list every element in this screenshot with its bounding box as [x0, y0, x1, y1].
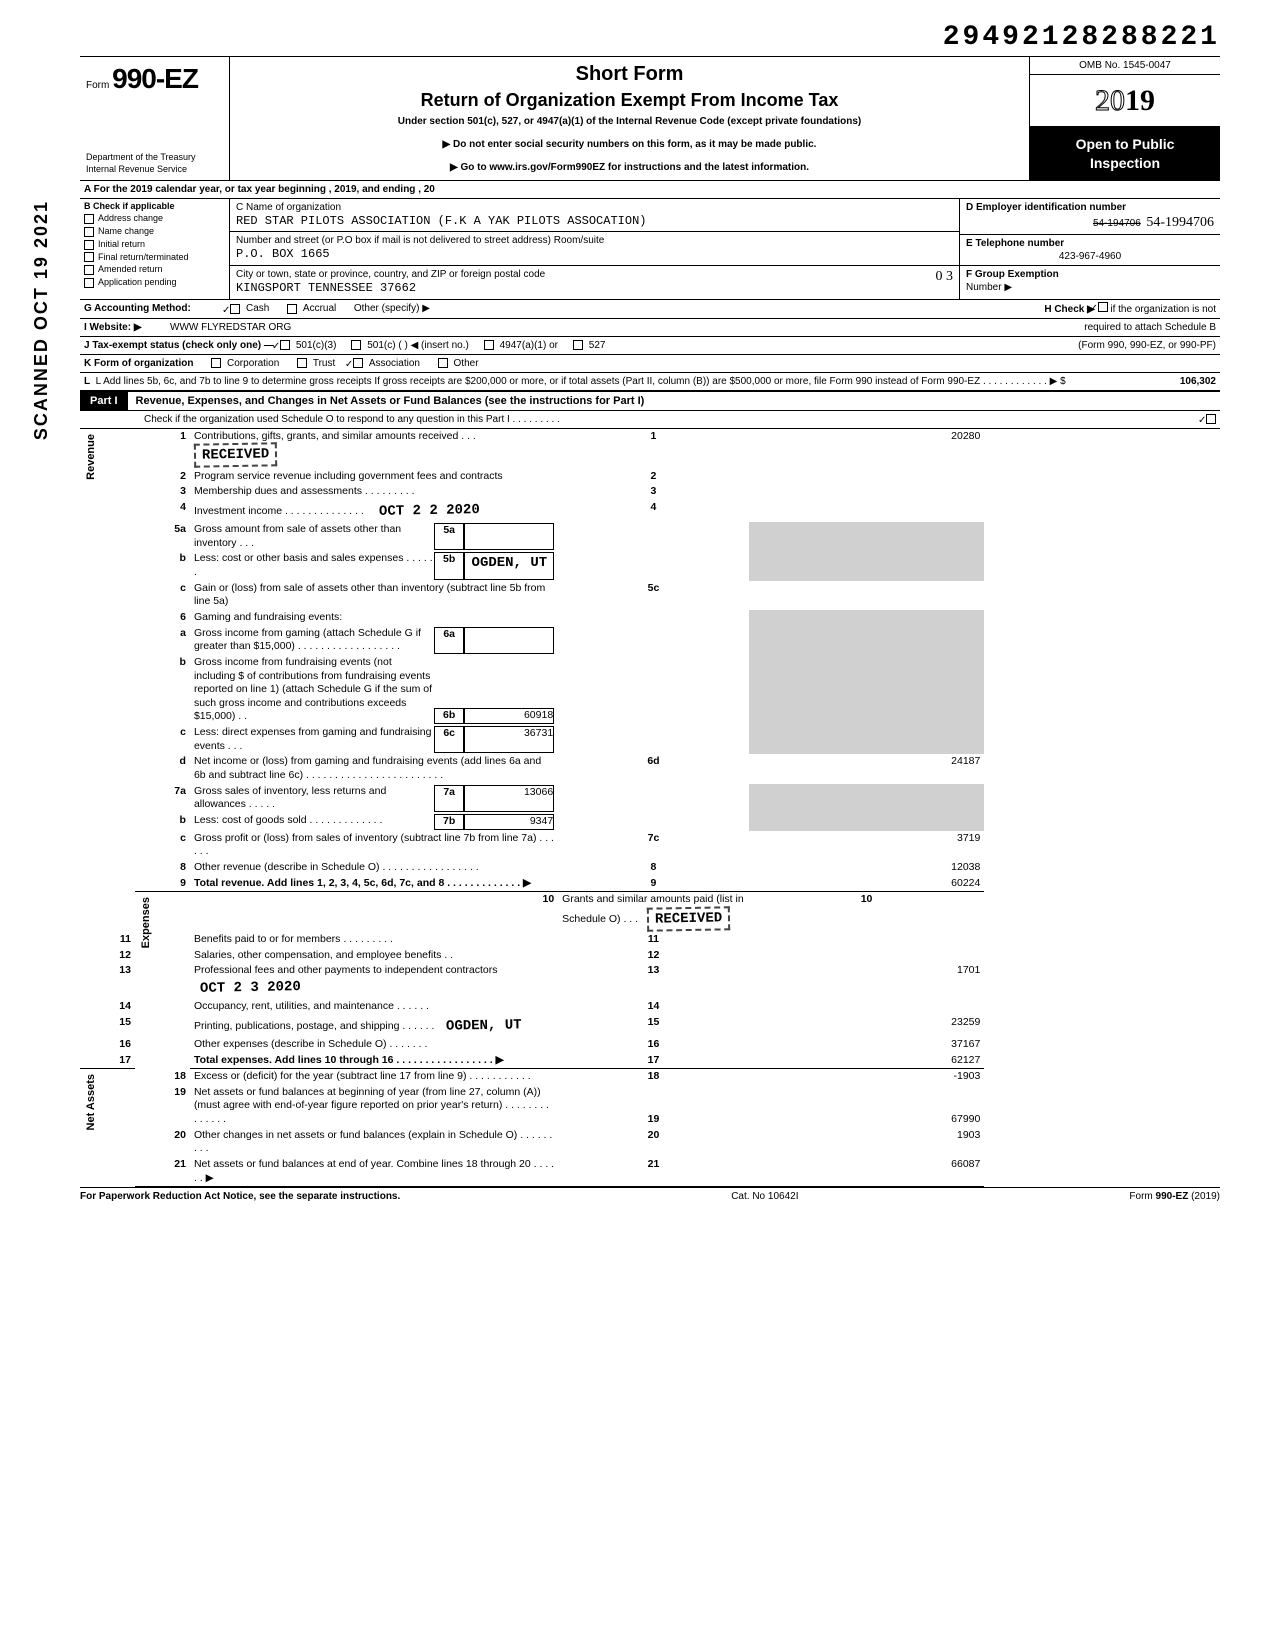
- goto-url: ▶ Go to www.irs.gov/Form990EZ for instru…: [238, 161, 1021, 174]
- revenue-label: Revenue: [84, 430, 98, 484]
- chk-other-org[interactable]: [438, 358, 448, 368]
- chk-corp[interactable]: [211, 358, 221, 368]
- chk-name-change[interactable]: [84, 227, 94, 237]
- chk-assoc[interactable]: [353, 358, 363, 368]
- section-b-checkboxes: B Check if applicable Address change Nam…: [80, 199, 230, 299]
- chk-app-pending[interactable]: [84, 278, 94, 288]
- date-stamp-1: OCT 2 2 2020: [372, 500, 485, 522]
- part1-table: Revenue 1 Contributions, gifts, grants, …: [80, 429, 1220, 1187]
- part1-header: Part I Revenue, Expenses, and Changes in…: [80, 391, 1220, 411]
- org-city: KINGSPORT TENNESSEE 37662: [236, 281, 416, 295]
- org-address: P.O. BOX 1665: [236, 247, 330, 261]
- c-city: City or town, state or province, country…: [230, 266, 959, 299]
- chk-527[interactable]: [573, 340, 583, 350]
- chk-accrual[interactable]: [287, 304, 297, 314]
- expenses-label: Expenses: [139, 893, 153, 952]
- chk-initial-return[interactable]: [84, 240, 94, 250]
- received-stamp-2: RECEIVED: [647, 906, 731, 932]
- form-number: Form 990-EZ: [86, 61, 223, 97]
- top-document-id: 29492128288221: [80, 20, 1220, 56]
- date-stamp-2: OCT 2 3 2020: [194, 977, 307, 999]
- subtitle: Under section 501(c), 527, or 4947(a)(1)…: [238, 115, 1021, 128]
- warning-ssn: ▶ Do not enter social security numbers o…: [238, 138, 1021, 151]
- chk-trust[interactable]: [297, 358, 307, 368]
- form-header: Form 990-EZ Department of the TreasuryIn…: [80, 56, 1220, 180]
- c-street: Number and street (or P.O box if mail is…: [230, 232, 959, 266]
- row-g-accounting: G Accounting Method: Cash Accrual Other …: [80, 300, 1220, 319]
- f-group-exemption: F Group Exemption Number ▶: [960, 266, 1220, 296]
- e-phone: E Telephone number 423-967-4960: [960, 235, 1220, 266]
- chk-amended[interactable]: [84, 265, 94, 275]
- scanned-stamp: SCANNED OCT 19 2021: [30, 200, 53, 440]
- row-a-calendar-year: A For the 2019 calendar year, or tax yea…: [80, 181, 1220, 199]
- received-stamp-1: RECEIVED: [194, 443, 278, 469]
- org-name: RED STAR PILOTS ASSOCIATION (F.K A YAK P…: [236, 214, 646, 228]
- tax-year: 2019: [1030, 75, 1220, 127]
- part1-schedule-o-check: Check if the organization used Schedule …: [80, 411, 1220, 429]
- title-return: Return of Organization Exempt From Incom…: [238, 89, 1021, 112]
- row-i-website: I Website: ▶ WWW FLYREDSTAR ORG required…: [80, 319, 1220, 337]
- title-short-form: Short Form: [238, 61, 1021, 87]
- chk-4947[interactable]: [484, 340, 494, 350]
- ogden-stamp-2: OGDEN, UT: [440, 1015, 528, 1037]
- omb-number: OMB No. 1545-0047: [1030, 57, 1220, 75]
- chk-cash[interactable]: [230, 304, 240, 314]
- handwritten-03: 0 3: [936, 268, 954, 286]
- dept-treasury: Department of the TreasuryInternal Reven…: [86, 152, 223, 175]
- page-footer: For Paperwork Reduction Act Notice, see …: [80, 1187, 1220, 1203]
- chk-final-return[interactable]: [84, 252, 94, 262]
- d-ein: D Employer identification number 54-1947…: [960, 199, 1220, 235]
- chk-sched-b[interactable]: [1098, 302, 1108, 312]
- ogden-stamp-1: OGDEN, UT: [464, 552, 554, 579]
- row-l-gross-receipts: L L Add lines 5b, 6c, and 7b to line 9 t…: [80, 373, 1220, 391]
- c-name-label: C Name of organization RED STAR PILOTS A…: [230, 199, 959, 233]
- chk-schedule-o[interactable]: [1206, 414, 1216, 424]
- row-k-org-form: K Form of organization Corporation Trust…: [80, 355, 1220, 373]
- open-inspection: Open to PublicInspection: [1030, 127, 1220, 179]
- chk-501c[interactable]: [351, 340, 361, 350]
- chk-address-change[interactable]: [84, 214, 94, 224]
- net-assets-label: Net Assets: [84, 1070, 98, 1134]
- chk-501c3[interactable]: [280, 340, 290, 350]
- row-j-tax-status: J Tax-exempt status (check only one) — 5…: [80, 337, 1220, 355]
